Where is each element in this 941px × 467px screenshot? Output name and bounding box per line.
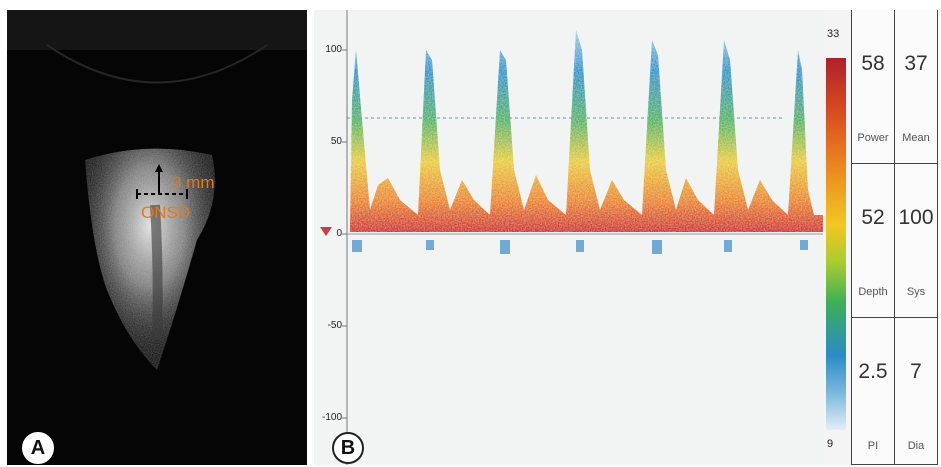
depth-value: 52 [861, 206, 885, 229]
readout-sys: 100 Sys [895, 164, 938, 318]
y-tick-label: 0 [336, 228, 342, 239]
mean-label: Mean [902, 132, 930, 144]
readout-depth: 52 Depth [851, 164, 895, 318]
measurement-label: 3 mm [172, 173, 215, 192]
colorbar-min-label: 9 [827, 438, 834, 450]
power-label: Power [857, 132, 889, 144]
readout-dia: 7 Dia [895, 318, 938, 465]
readout-power: 58 Power [851, 10, 895, 164]
reverse-flow-specks [352, 240, 808, 254]
doppler-spectrum [320, 10, 823, 465]
sys-label: Sys [906, 286, 926, 298]
doppler-readouts: 58 Power 37 Mean 52 Depth 100 Sys 2.5 PI… [851, 10, 938, 465]
depth-caliper-arrow [155, 164, 163, 172]
panel-b-label: B [332, 432, 364, 464]
scan-header-band [7, 10, 307, 50]
pi-label: PI [867, 440, 879, 452]
y-tick-label: -100 [321, 412, 342, 423]
dia-label: Dia [907, 440, 925, 452]
y-tick-label: 100 [325, 44, 342, 55]
doppler-panel: 100 50 0 -50 -100 33 9 58 Power 37 Mean … [314, 10, 938, 465]
globe-outline [46, 44, 268, 84]
baseline-marker-icon [320, 227, 332, 236]
pi-value: 2.5 [858, 360, 888, 383]
dia-value: 7 [910, 360, 922, 383]
readout-pi: 2.5 PI [851, 318, 895, 465]
onsd-label: ONSD [141, 203, 191, 222]
spectrum-speckle [350, 30, 823, 232]
y-axis-ticks [342, 49, 347, 419]
power-colorbar [826, 58, 846, 430]
ultrasound-image [7, 10, 307, 370]
ultrasound-image-panel: 3 mm ONSD A [7, 10, 307, 465]
colorbar-max-label: 33 [827, 28, 840, 40]
y-tick-label: 50 [330, 136, 342, 147]
sys-value: 100 [898, 206, 934, 229]
depth-label: Depth [858, 286, 888, 298]
mean-value: 37 [904, 52, 928, 75]
panel-a-label: A [22, 432, 54, 464]
power-colorbar-panel: 33 9 [823, 10, 851, 465]
readout-mean: 37 Mean [895, 10, 938, 164]
optic-nerve-shadow [150, 204, 163, 341]
power-value: 58 [861, 52, 885, 75]
y-tick-label: -50 [327, 320, 342, 331]
speckle-texture [85, 148, 215, 370]
